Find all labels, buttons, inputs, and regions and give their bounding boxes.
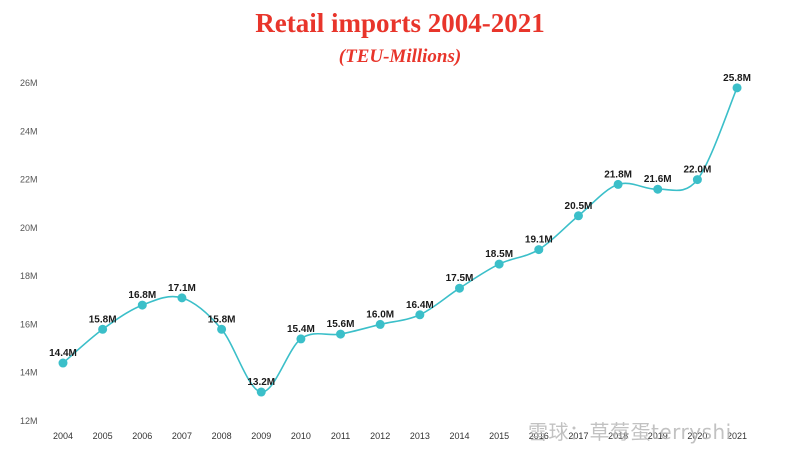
chart-subtitle: (TEU-Millions)	[338, 46, 462, 67]
data-label: 15.8M	[89, 314, 117, 325]
x-tick-label: 2017	[568, 431, 588, 441]
x-tick-label: 2016	[529, 431, 549, 441]
data-label: 16.8M	[128, 290, 156, 301]
x-tick-label: 2020	[687, 431, 707, 441]
data-points	[58, 83, 742, 397]
data-point	[58, 358, 68, 368]
y-tick-label: 20M	[20, 223, 38, 233]
x-tick-label: 2013	[410, 431, 430, 441]
data-point	[732, 83, 742, 93]
data-label: 15.6M	[327, 319, 355, 330]
data-point	[217, 324, 227, 334]
x-tick-label: 2015	[489, 431, 509, 441]
x-tick-label: 2018	[608, 431, 628, 441]
x-tick-label: 2009	[251, 431, 271, 441]
watermark-text: 雪球：草莓蛋terryshi	[528, 420, 732, 444]
data-point	[534, 245, 544, 255]
data-label: 15.4M	[287, 324, 315, 335]
x-tick-label: 2006	[132, 431, 152, 441]
y-tick-label: 12M	[20, 416, 38, 426]
data-label: 14.4M	[49, 348, 77, 359]
y-tick-label: 18M	[20, 271, 38, 281]
data-label: 17.1M	[168, 283, 196, 294]
data-point	[573, 211, 583, 221]
x-tick-label: 2011	[331, 431, 350, 441]
data-label: 22.0M	[684, 165, 712, 176]
x-tick-label: 2008	[212, 431, 232, 441]
y-tick-label: 16M	[20, 319, 38, 329]
data-label: 13.2M	[247, 377, 275, 388]
data-label: 20.5M	[565, 201, 593, 212]
data-point	[455, 283, 464, 293]
data-labels: 14.4M 15.8M 16.8M 17.1M 15.8M 13.2M 15.4M 15.6M…	[49, 73, 751, 388]
x-tick-label: 2019	[648, 431, 668, 441]
data-label: 18.5M	[485, 249, 513, 260]
x-tick-label: 2007	[172, 431, 192, 441]
chart-title: Retail imports 2004-2021	[255, 8, 545, 38]
data-point	[336, 329, 346, 339]
data-point	[98, 324, 108, 334]
x-tick-label: 2005	[93, 431, 113, 441]
data-label: 16.4M	[406, 300, 434, 311]
y-tick-label: 14M	[20, 368, 38, 378]
x-axis: 2004 2005 2006 2007 2008 2009 2010 2011 2012 2013…	[53, 431, 747, 441]
data-point	[375, 319, 385, 329]
data-point	[256, 387, 266, 397]
x-tick-label: 2014	[449, 431, 469, 441]
data-label: 17.5M	[446, 273, 474, 284]
x-tick-label: 2004	[53, 431, 73, 441]
y-tick-label: 26M	[20, 78, 38, 88]
x-tick-label: 2012	[370, 431, 390, 441]
data-point	[494, 259, 504, 269]
y-tick-label: 24M	[20, 126, 38, 136]
x-tick-label: 2021	[727, 431, 747, 441]
series-line	[62, 87, 738, 393]
data-label: 15.8M	[208, 314, 236, 325]
data-point	[415, 310, 425, 320]
data-point	[653, 184, 663, 194]
data-label: 16.0M	[366, 309, 394, 320]
y-axis: 12M 14M 16M 18M 20M 22M 24M 26M	[20, 78, 38, 426]
data-label: 25.8M	[723, 73, 751, 84]
data-label: 21.8M	[604, 169, 632, 180]
data-point	[296, 334, 306, 344]
data-point	[692, 175, 702, 185]
data-label: 21.6M	[644, 174, 672, 185]
data-label: 19.1M	[525, 235, 553, 246]
data-point	[613, 179, 623, 189]
y-tick-label: 22M	[20, 175, 38, 185]
data-point	[177, 293, 187, 303]
data-point	[137, 300, 147, 310]
x-tick-label: 2010	[291, 431, 311, 441]
